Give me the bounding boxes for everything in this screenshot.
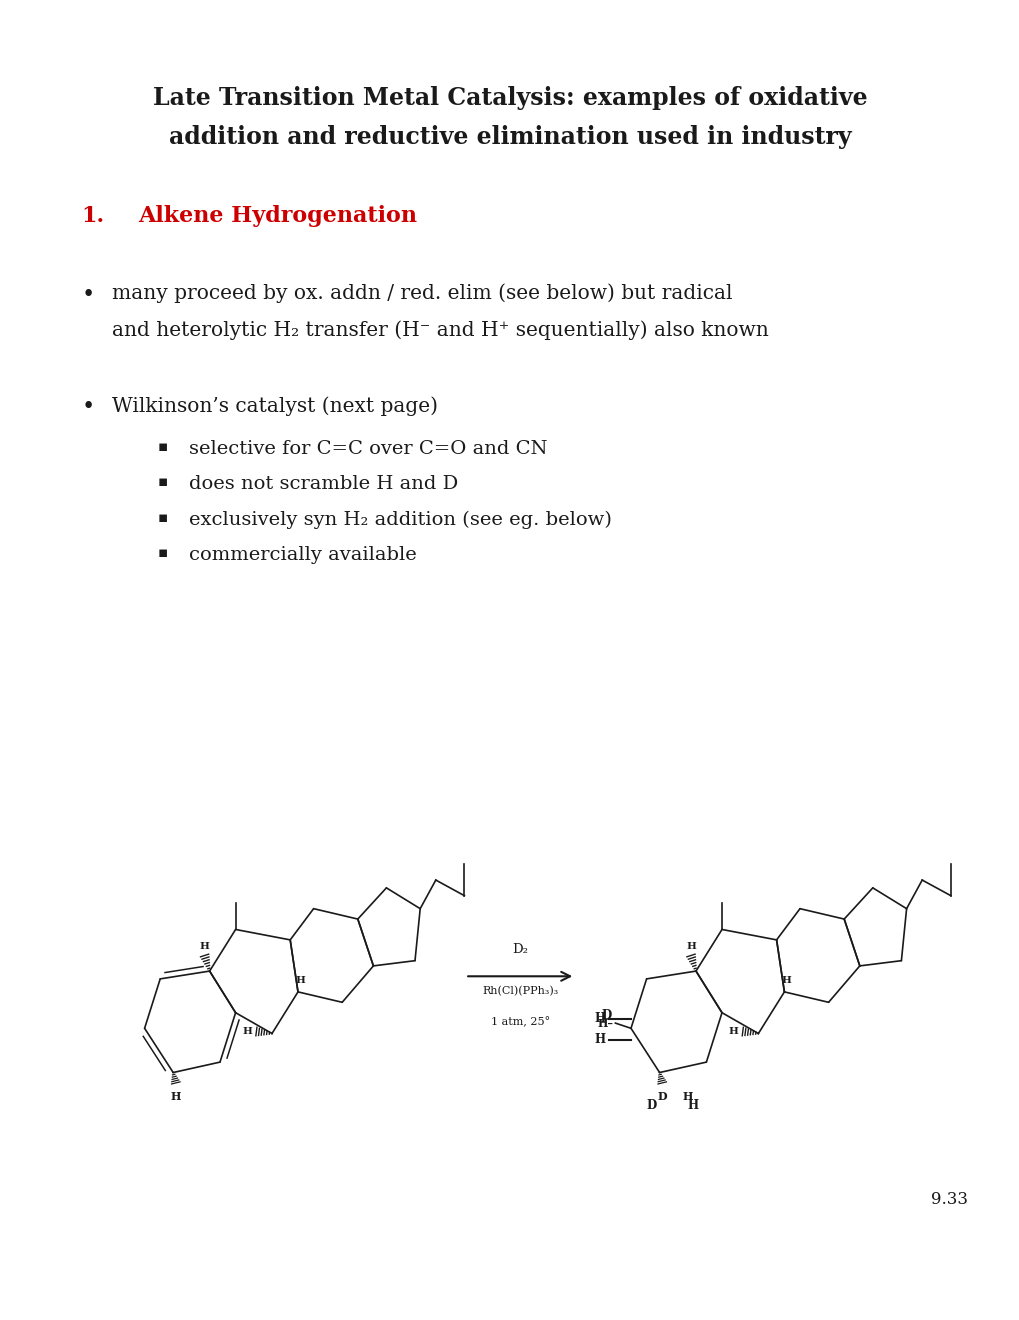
- Text: H: H: [294, 975, 305, 985]
- Text: H–: H–: [597, 1018, 613, 1028]
- Text: D: D: [656, 1090, 666, 1102]
- Text: Alkene Hydrogenation: Alkene Hydrogenation: [138, 205, 417, 227]
- Text: commercially available: commercially available: [189, 546, 416, 565]
- Text: selective for C=C over C=O and CN: selective for C=C over C=O and CN: [189, 440, 546, 458]
- Text: D: D: [600, 1008, 610, 1022]
- Text: D₂: D₂: [512, 944, 528, 956]
- Text: ▪: ▪: [158, 511, 168, 525]
- Text: H: H: [728, 1027, 738, 1036]
- Text: does not scramble H and D: does not scramble H and D: [189, 475, 458, 494]
- Text: addition and reductive elimination used in industry: addition and reductive elimination used …: [168, 125, 851, 149]
- Text: ▪: ▪: [158, 475, 168, 490]
- Text: Wilkinson’s catalyst (next page): Wilkinson’s catalyst (next page): [112, 396, 438, 416]
- Text: ▪: ▪: [158, 440, 168, 454]
- Text: Rh(Cl)(PPh₃)₃: Rh(Cl)(PPh₃)₃: [482, 986, 557, 997]
- Text: Late Transition Metal Catalysis: examples of oxidative: Late Transition Metal Catalysis: example…: [153, 86, 866, 110]
- Text: many proceed by ox. addn / red. elim (see below) but radical: many proceed by ox. addn / red. elim (se…: [112, 284, 732, 304]
- Text: ▪: ▪: [158, 546, 168, 561]
- Text: and heterolytic H₂ transfer (H⁻ and H⁺ sequentially) also known: and heterolytic H₂ transfer (H⁻ and H⁺ s…: [112, 321, 768, 341]
- Text: H: H: [687, 1098, 698, 1111]
- Text: H: H: [683, 1090, 693, 1102]
- Text: 1.: 1.: [82, 205, 105, 227]
- Text: H: H: [594, 1034, 605, 1047]
- Text: H: H: [170, 1090, 180, 1102]
- Text: •: •: [82, 396, 95, 418]
- Text: •: •: [82, 284, 95, 306]
- Text: H: H: [200, 942, 209, 952]
- Text: exclusively syn H₂ addition (see eg. below): exclusively syn H₂ addition (see eg. bel…: [189, 511, 611, 529]
- Text: H: H: [594, 1012, 605, 1026]
- Text: 9.33: 9.33: [930, 1192, 968, 1209]
- Text: H: H: [686, 942, 695, 952]
- Text: 1 atm, 25°: 1 atm, 25°: [490, 1016, 549, 1027]
- Text: D: D: [646, 1098, 656, 1111]
- Text: H: H: [781, 975, 791, 985]
- Text: H: H: [243, 1027, 252, 1036]
